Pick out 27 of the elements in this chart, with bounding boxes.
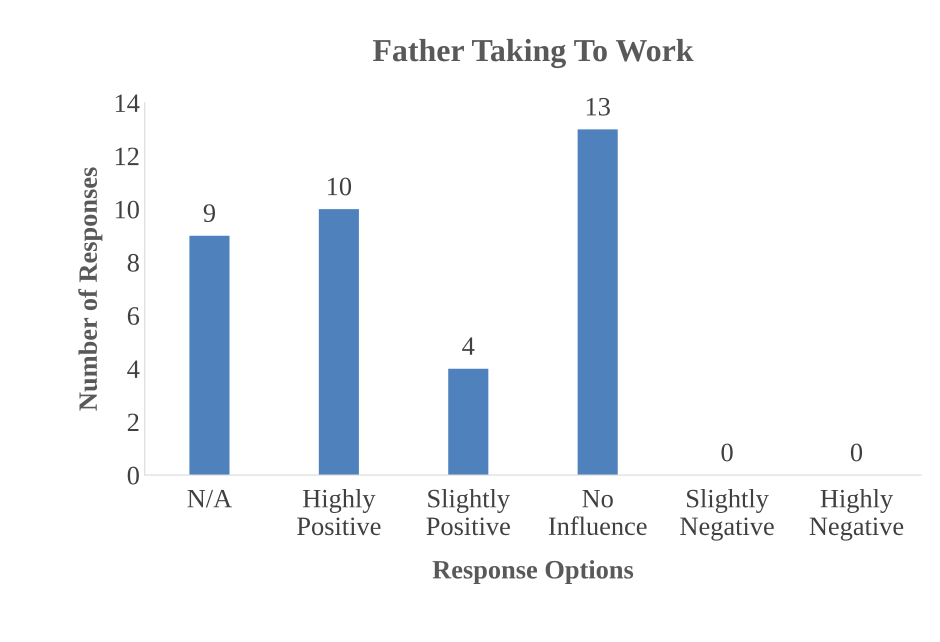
y-tick-label: 6 xyxy=(128,307,140,325)
y-tick-label: 0 xyxy=(128,466,139,484)
y-tick-label: 4 xyxy=(127,360,140,378)
data-label: 0 xyxy=(722,444,733,462)
y-tick-label: 10 xyxy=(116,200,139,219)
bar xyxy=(578,129,618,476)
x-axis-title: Response Options xyxy=(432,560,634,584)
data-label: 13 xyxy=(586,98,610,116)
y-axis-title: Number of Responses xyxy=(78,167,102,411)
y-tick-label: 2 xyxy=(128,414,138,432)
y-tick-label: 12 xyxy=(116,148,138,166)
bar xyxy=(448,368,488,476)
x-tick-label: Slightly Positive xyxy=(426,488,510,536)
y-tick-label: 8 xyxy=(128,254,139,272)
data-label: 9 xyxy=(204,204,215,222)
x-tick-label: Slightly Negative xyxy=(680,488,774,541)
y-tick-label: 14 xyxy=(116,94,140,112)
x-tick-label: N/A xyxy=(188,490,232,508)
x-tick-label: No Influence xyxy=(548,490,647,536)
bar xyxy=(318,209,359,476)
data-label: 4 xyxy=(462,337,474,355)
data-label: 0 xyxy=(850,444,862,462)
bar xyxy=(189,236,230,476)
chart-title: Father Taking To Work xyxy=(372,38,694,68)
x-tick-label: Highly Positive xyxy=(297,488,380,536)
data-label: 10 xyxy=(328,178,352,196)
x-tick-label: Highly Negative xyxy=(810,488,904,541)
